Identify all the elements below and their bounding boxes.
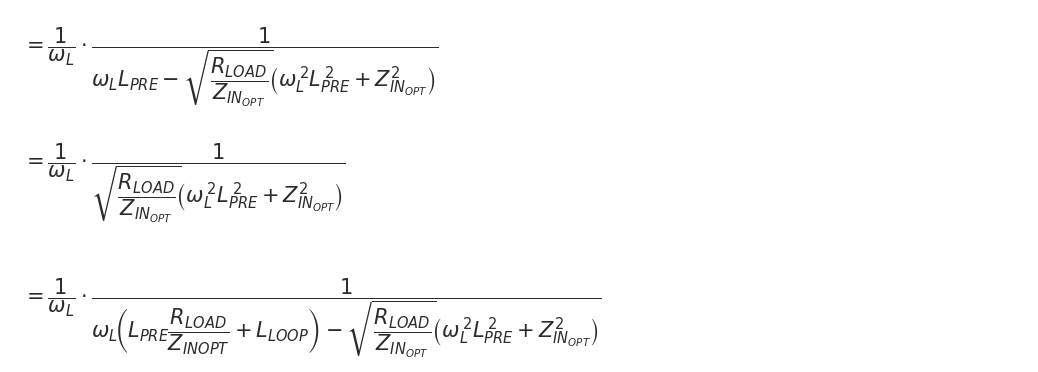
Text: $= \dfrac{1}{\omega_L} \cdot \dfrac{1}{\omega_L L_{PRE} - \sqrt{\dfrac{R_{LOAD}}: $= \dfrac{1}{\omega_L} \cdot \dfrac{1}{\…: [22, 25, 438, 109]
Text: $= \dfrac{1}{\omega_L} \cdot \dfrac{1}{\sqrt{\dfrac{R_{LOAD}}{Z_{IN_{OPT}}}}\!\l: $= \dfrac{1}{\omega_L} \cdot \dfrac{1}{\…: [22, 142, 346, 225]
Text: $= \dfrac{1}{\omega_L} \cdot \dfrac{1}{\omega_L\!\left(L_{PRE}\dfrac{R_{LOAD}}{Z: $= \dfrac{1}{\omega_L} \cdot \dfrac{1}{\…: [22, 277, 602, 360]
